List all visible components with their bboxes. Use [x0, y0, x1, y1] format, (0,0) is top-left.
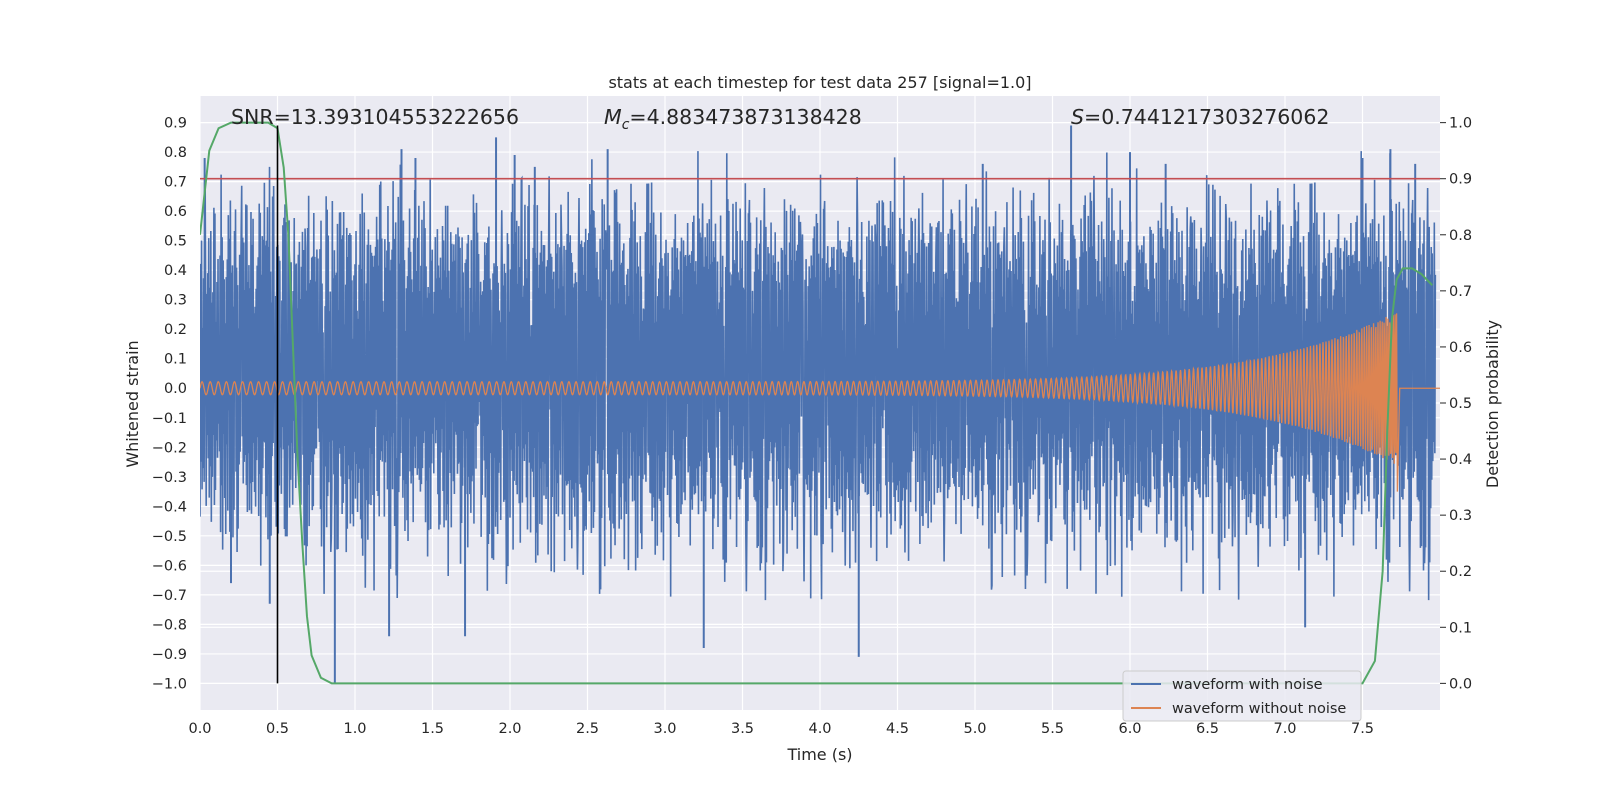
series-detection-probability: [200, 121, 1433, 685]
x-tick-label: 3.5: [731, 721, 754, 737]
x-axis-label: Time (s): [786, 745, 852, 764]
left-tick-label: −1.0: [152, 676, 187, 692]
chirp-mass-subscript: c: [622, 117, 630, 133]
snr-annotation: SNR=13.393104553222656: [231, 105, 519, 129]
left-tick-label: −0.3: [152, 470, 187, 486]
left-tick-label: 0.1: [164, 352, 187, 368]
right-tick-label: 0.5: [1449, 396, 1472, 412]
x-tick-label: 4.5: [886, 721, 909, 737]
x-tick-label: 2.5: [576, 721, 599, 737]
x-tick-label: 5.0: [963, 721, 986, 737]
left-tick-label: 0.9: [164, 116, 187, 132]
left-tick-label: −0.1: [152, 411, 187, 427]
left-axis-label: Whitened strain: [123, 340, 142, 467]
x-tick-label: 0.5: [266, 721, 289, 737]
right-tick-label: 0.4: [1449, 452, 1472, 468]
right-axis-ticks: 1.0 0.9 0.8 0.7 0.6 0.5 0.4 0.3 0.2 0.1 0.0: [1440, 116, 1472, 692]
right-tick-label: 0.3: [1449, 508, 1472, 524]
legend: waveform with noise waveform without noi…: [1122, 670, 1362, 722]
right-tick-label: 1.0: [1449, 116, 1472, 132]
x-tick-label: 3.0: [653, 721, 676, 737]
series-waveform-with-noise: [200, 151, 1437, 601]
left-tick-label: −0.6: [152, 558, 187, 574]
score-annotation: S=0.7441217303276062: [1071, 105, 1329, 129]
right-tick-label: 0.8: [1449, 228, 1472, 244]
score-symbol: S: [1071, 105, 1084, 129]
left-tick-label: 0.8: [164, 145, 187, 161]
series-layer: [200, 121, 1440, 685]
right-axis-label: Detection probability: [1483, 320, 1502, 488]
legend-label-clean: waveform without noise: [1172, 701, 1346, 717]
x-tick-label: 6.5: [1196, 721, 1219, 737]
series-waveform-without-noise: [200, 313, 1440, 492]
left-tick-label: −0.4: [152, 499, 187, 515]
left-tick-label: 0.0: [164, 381, 187, 397]
legend-label-noise: waveform with noise: [1172, 677, 1323, 693]
left-tick-label: −0.2: [152, 440, 187, 456]
left-tick-label: 0.6: [164, 204, 187, 220]
x-tick-label: 7.0: [1273, 721, 1296, 737]
legend-box: [1122, 670, 1362, 722]
left-tick-label: 0.7: [164, 175, 187, 191]
right-tick-label: 0.1: [1449, 620, 1472, 636]
left-tick-label: 0.5: [164, 234, 187, 250]
x-tick-label: 5.5: [1041, 721, 1064, 737]
right-tick-label: 0.0: [1449, 676, 1472, 692]
left-tick-label: 0.2: [164, 322, 187, 338]
left-tick-label: 0.4: [164, 263, 187, 279]
x-tick-label: 6.0: [1118, 721, 1141, 737]
x-tick-label: 2.0: [498, 721, 521, 737]
right-tick-label: 0.7: [1449, 284, 1472, 300]
left-tick-label: −0.8: [152, 617, 187, 633]
chart-title: stats at each timestep for test data 257…: [608, 73, 1031, 92]
left-tick-label: −0.9: [152, 647, 187, 663]
right-tick-label: 0.6: [1449, 340, 1472, 356]
x-axis-ticks: 0.0 0.5 1.0 1.5 2.0 2.5 3.0 3.5 4.0 4.5 5.0 5.5 6.0 6…: [188, 721, 1374, 737]
left-tick-label: 0.3: [164, 293, 187, 309]
x-tick-label: 1.5: [421, 721, 444, 737]
chirp-mass-symbol: M: [604, 105, 622, 129]
x-tick-label: 1.0: [343, 721, 366, 737]
left-tick-label: −0.7: [152, 588, 187, 604]
x-tick-label: 4.0: [808, 721, 831, 737]
right-tick-label: 0.2: [1449, 564, 1472, 580]
chirp-mass-value: =4.883473873138428: [629, 105, 861, 129]
chirp-mass-annotation: Mc=4.883473873138428: [604, 105, 862, 133]
left-tick-label: −0.5: [152, 529, 187, 545]
x-tick-label: 7.5: [1351, 721, 1374, 737]
left-axis-ticks: 0.9 0.8 0.7 0.6 0.5 0.4 0.3 0.2 0.1 0.0 −0.1 −0.2 −0…: [152, 116, 187, 693]
x-tick-label: 0.0: [188, 721, 211, 737]
score-value: =0.7441217303276062: [1084, 105, 1329, 129]
right-tick-label: 0.9: [1449, 172, 1472, 188]
